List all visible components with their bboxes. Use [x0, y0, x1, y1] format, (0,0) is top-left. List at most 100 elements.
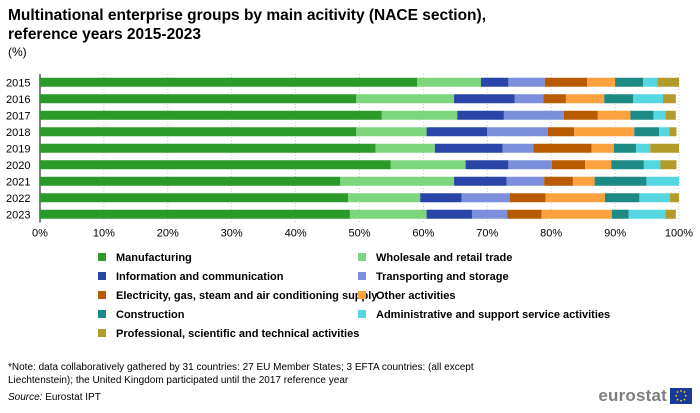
footnote-line2: Liechtenstein); the United Kingdom parti… — [8, 375, 349, 386]
bar-segment — [665, 110, 676, 120]
bar-segment — [660, 160, 677, 170]
bar-segment — [544, 77, 587, 87]
bar-segment — [544, 176, 573, 186]
bar-segment — [471, 209, 508, 219]
x-tick-label: 100% — [665, 228, 693, 240]
bar-segment — [653, 110, 666, 120]
bar-segment — [457, 110, 504, 120]
legend-item: Electricity, gas, steam and air conditio… — [98, 290, 377, 303]
legend-label: Manufacturing — [116, 252, 192, 264]
bar-segment — [40, 110, 382, 120]
footnote: *Note: data collaboratively gathered by … — [8, 361, 608, 387]
bar-segment — [548, 127, 575, 137]
bar-segment — [636, 143, 651, 153]
eurostat-logo: eurostat — [598, 386, 692, 406]
bar-segment — [502, 143, 534, 153]
legend-swatch — [98, 291, 106, 299]
bar-segment — [594, 176, 647, 186]
legend-item: Transporting and storage — [358, 271, 509, 284]
legend-swatch — [358, 310, 366, 318]
bar-segment — [514, 94, 544, 104]
bar-segment — [40, 77, 418, 87]
x-tick-label: 10% — [93, 228, 115, 240]
bar-segment — [340, 176, 455, 186]
legend-swatch — [98, 272, 106, 280]
bar-segment — [604, 94, 633, 104]
bar-segment — [509, 193, 546, 203]
bar-segment — [40, 160, 391, 170]
legend-label: Professional, scientific and technical a… — [116, 328, 360, 340]
x-tick-label: 90% — [604, 228, 626, 240]
y-category-label: 2019 — [6, 143, 30, 155]
bar-segment — [503, 110, 564, 120]
x-tick-label: 30% — [221, 228, 243, 240]
legend-swatch — [358, 272, 366, 280]
bar-segment — [585, 160, 612, 170]
legend-item: Administrative and support service activ… — [358, 309, 610, 322]
bar-segment — [572, 176, 595, 186]
legend-label: Other activities — [376, 290, 456, 302]
bar-segment — [611, 209, 629, 219]
legend-label: Electricity, gas, steam and air conditio… — [116, 290, 378, 302]
bar-segment — [650, 143, 679, 153]
y-category-label: 2018 — [6, 127, 30, 139]
bar-segment — [461, 193, 510, 203]
chart-title-line1: Multinational enterprise groups by main … — [8, 7, 486, 24]
legend-swatch — [98, 310, 106, 318]
bar-segment — [480, 77, 509, 87]
eurostat-logo-text: eurostat — [598, 386, 667, 405]
legend-label: Wholesale and retail trade — [376, 252, 513, 264]
footnote-line1: *Note: data collaboratively gathered by … — [8, 362, 474, 373]
x-tick-label: 40% — [285, 228, 307, 240]
bar-segment — [356, 94, 455, 104]
bar-segment — [634, 127, 660, 137]
bar-segment — [663, 94, 676, 104]
legend-swatch — [98, 253, 106, 261]
y-category-label: 2022 — [6, 193, 30, 205]
x-tick-label: 0% — [32, 228, 48, 240]
bar-segment — [545, 193, 605, 203]
bar-segment — [375, 143, 435, 153]
bar-segment — [426, 209, 472, 219]
y-category-label: 2023 — [6, 209, 30, 221]
bar-segment — [349, 209, 427, 219]
y-category-label: 2016 — [6, 94, 30, 106]
bar-segment — [465, 160, 509, 170]
bar-segment — [643, 160, 661, 170]
bar-segment — [646, 176, 679, 186]
bar-segment — [628, 209, 666, 219]
bar-segment — [543, 94, 566, 104]
bar-segment — [508, 160, 552, 170]
legend-item: Wholesale and retail trade — [358, 252, 512, 265]
legend-item: Construction — [98, 309, 184, 322]
legend-item: Information and communication — [98, 271, 283, 284]
unit-label: (%) — [8, 45, 27, 59]
bar-segment — [381, 110, 458, 120]
bar-segment — [643, 77, 658, 87]
bar-segment — [40, 94, 357, 104]
bar-segment — [630, 110, 654, 120]
legend-label: Information and communication — [116, 271, 284, 283]
bar-segment — [420, 193, 462, 203]
bar-segment — [565, 94, 605, 104]
bar-segment — [604, 193, 640, 203]
bar-segment — [639, 193, 671, 203]
legend-item: Professional, scientific and technical a… — [98, 328, 359, 341]
bar-segment — [507, 209, 542, 219]
chart-title-line2: reference years 2015-2023 — [8, 26, 202, 43]
bar-segment — [665, 209, 676, 219]
x-tick-label: 80% — [540, 228, 562, 240]
x-tick-label: 50% — [348, 228, 370, 240]
legend-swatch — [358, 291, 366, 299]
legend-label: Administrative and support service activ… — [376, 309, 611, 321]
y-category-label: 2015 — [6, 77, 30, 89]
bar-segment — [611, 160, 644, 170]
bar-segment — [551, 160, 586, 170]
bar-segment — [40, 193, 348, 203]
legend-label: Construction — [116, 309, 185, 321]
bar-segment — [434, 143, 503, 153]
eu-flag-icon — [670, 388, 692, 404]
bar-segment — [613, 143, 637, 153]
bar-segment — [487, 127, 549, 137]
bar-segment — [591, 143, 614, 153]
